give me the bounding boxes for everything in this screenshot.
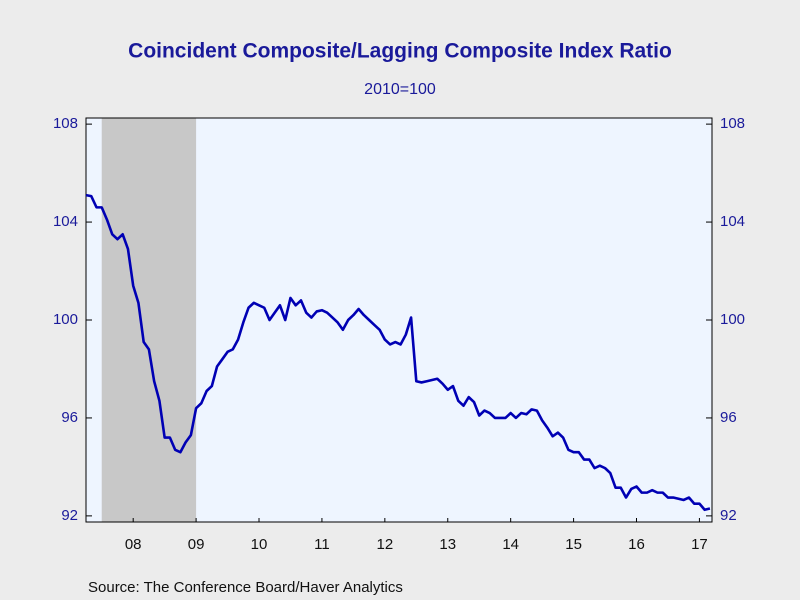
y2-tick-label: 100 bbox=[720, 311, 745, 328]
x-tick-label: 12 bbox=[377, 536, 394, 553]
y2-tick-label: 104 bbox=[720, 213, 745, 230]
x-tick-label: 17 bbox=[691, 536, 708, 553]
chart-subtitle: 2010=100 bbox=[364, 81, 436, 98]
y-tick-label: 104 bbox=[53, 213, 78, 230]
x-tick-label: 16 bbox=[628, 536, 645, 553]
y2-tick-label: 92 bbox=[720, 507, 737, 524]
y-tick-label: 100 bbox=[53, 311, 78, 328]
x-tick-label: 09 bbox=[188, 536, 205, 553]
source-note: Source: The Conference Board/Haver Analy… bbox=[88, 579, 403, 596]
y-tick-label: 96 bbox=[61, 409, 78, 426]
x-tick-label: 10 bbox=[251, 536, 268, 553]
y2-tick-label: 96 bbox=[720, 409, 737, 426]
y-tick-label: 108 bbox=[53, 115, 78, 132]
y-tick-label: 92 bbox=[61, 507, 78, 524]
x-tick-label: 13 bbox=[439, 536, 456, 553]
x-tick-label: 11 bbox=[314, 536, 330, 553]
x-tick-label: 08 bbox=[125, 536, 142, 553]
y2-tick-label: 108 bbox=[720, 115, 745, 132]
x-tick-label: 15 bbox=[565, 536, 582, 553]
recession-band bbox=[101, 118, 197, 522]
x-tick-label: 14 bbox=[502, 536, 519, 553]
chart-title: Coincident Composite/Lagging Composite I… bbox=[128, 40, 672, 63]
data-line bbox=[85, 193, 711, 512]
